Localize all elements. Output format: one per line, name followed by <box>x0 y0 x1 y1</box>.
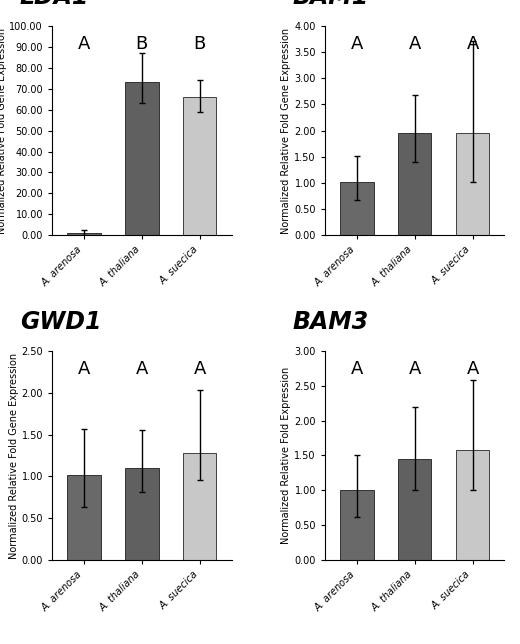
Bar <box>456 450 489 560</box>
Bar <box>398 459 432 560</box>
Bar <box>125 468 159 560</box>
Y-axis label: Normalized Relative Fold Gene Expression: Normalized Relative Fold Gene Expression <box>281 28 291 234</box>
Text: A: A <box>466 35 479 53</box>
Bar <box>340 182 373 235</box>
Text: GWD1: GWD1 <box>20 310 101 334</box>
Text: A: A <box>350 360 363 378</box>
Text: A: A <box>77 35 90 53</box>
Text: B: B <box>136 35 148 53</box>
Bar <box>67 475 101 560</box>
Text: BAM1: BAM1 <box>293 0 369 9</box>
Text: A: A <box>466 360 479 378</box>
Bar <box>398 133 432 235</box>
Y-axis label: Normalized Relative Fold Gene Expression: Normalized Relative Fold Gene Expression <box>8 352 19 558</box>
Text: A: A <box>136 360 148 378</box>
Bar <box>67 233 101 235</box>
Bar <box>340 491 373 560</box>
Bar <box>125 82 159 235</box>
Text: BAM3: BAM3 <box>293 310 369 334</box>
Y-axis label: Normalized Relative Fold Gene Expression: Normalized Relative Fold Gene Expression <box>0 28 7 234</box>
Text: B: B <box>193 35 206 53</box>
Text: A: A <box>408 35 421 53</box>
Bar <box>456 133 489 235</box>
Text: A: A <box>77 360 90 378</box>
Bar <box>183 97 216 235</box>
Text: LDA1: LDA1 <box>20 0 89 9</box>
Bar <box>183 453 216 560</box>
Y-axis label: Normalized Relative Fold Expression: Normalized Relative Fold Expression <box>281 367 291 544</box>
Text: A: A <box>350 35 363 53</box>
Text: A: A <box>193 360 206 378</box>
Text: A: A <box>408 360 421 378</box>
